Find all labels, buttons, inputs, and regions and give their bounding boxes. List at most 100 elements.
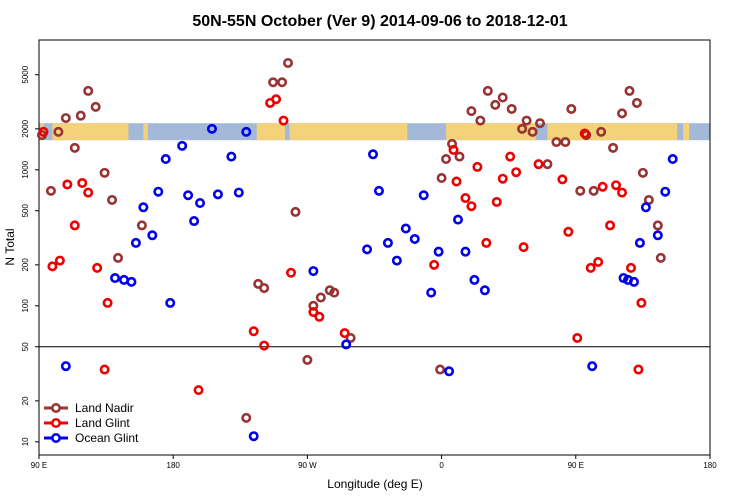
data-point — [130, 237, 141, 248]
data-point — [585, 262, 596, 273]
data-point — [533, 159, 544, 170]
data-point — [259, 340, 270, 351]
data-point — [521, 115, 532, 126]
series-land-glint — [38, 94, 647, 396]
data-point — [660, 186, 671, 197]
data-point — [153, 186, 164, 197]
data-point — [441, 154, 452, 165]
data-point — [460, 246, 471, 257]
series-ocean-glint — [60, 123, 678, 442]
data-point — [426, 287, 437, 298]
data-point — [596, 126, 607, 137]
data-point — [47, 261, 58, 272]
x-axis: 90 E 180 90 W 0 90 E 180 — [31, 455, 717, 470]
y-axis-label: N Total — [3, 228, 17, 265]
land-band-segment — [289, 123, 408, 141]
data-point — [302, 354, 313, 365]
data-point — [475, 115, 486, 126]
x-tick-label: 180 — [167, 461, 181, 470]
data-point — [429, 259, 440, 270]
data-point — [631, 97, 642, 108]
data-point — [212, 189, 223, 200]
data-point — [625, 262, 636, 273]
data-point — [617, 108, 628, 119]
data-point — [183, 190, 194, 201]
data-point — [652, 230, 663, 241]
data-point — [409, 233, 420, 244]
data-point — [454, 151, 465, 162]
data-point — [579, 128, 590, 139]
data-point — [451, 176, 462, 187]
data-point — [466, 106, 477, 117]
data-point — [373, 185, 384, 196]
data-point — [587, 361, 598, 372]
data-point — [624, 85, 635, 96]
data-point — [90, 101, 101, 112]
data-point — [339, 328, 350, 339]
data-point — [611, 180, 622, 191]
data-point — [482, 85, 493, 96]
y-tick-label: 10 — [21, 437, 30, 446]
data-point — [588, 185, 599, 196]
data-point — [110, 273, 121, 284]
data-point — [466, 201, 477, 212]
y-axis: 10 20 50 100 200 500 1000 2000 5000 — [21, 65, 39, 446]
land-band-segment — [52, 123, 129, 141]
data-point — [69, 142, 80, 153]
data-point — [83, 85, 94, 96]
data-point — [542, 159, 553, 170]
y-tick-label: 2000 — [21, 119, 30, 137]
data-point — [38, 126, 49, 137]
data-point — [271, 94, 282, 105]
data-point — [640, 202, 651, 213]
data-point — [329, 287, 340, 298]
data-point — [206, 123, 217, 134]
data-point — [285, 267, 296, 278]
data-point — [60, 361, 71, 372]
y-tick-label: 20 — [21, 396, 30, 405]
data-point — [634, 237, 645, 248]
data-point — [165, 297, 176, 308]
data-point — [45, 185, 56, 196]
legend-item: Land Nadir — [44, 401, 134, 415]
data-point — [195, 197, 206, 208]
data-point — [278, 115, 289, 126]
data-point — [435, 364, 446, 375]
legend-swatch-marker — [50, 432, 61, 443]
data-point — [597, 181, 608, 192]
data-point — [418, 190, 429, 201]
data-point — [268, 77, 279, 88]
data-point — [605, 220, 616, 231]
legend-swatch-marker — [50, 417, 61, 428]
data-point — [248, 326, 259, 337]
x-tick-label: 90 E — [568, 461, 584, 470]
data-point — [667, 154, 678, 165]
data-point — [517, 123, 528, 134]
x-tick-label: 0 — [439, 461, 444, 470]
data-points — [36, 57, 678, 442]
data-point — [436, 173, 447, 184]
data-point — [633, 364, 644, 375]
y-tick-label: 200 — [21, 258, 30, 272]
data-point — [433, 246, 444, 257]
data-point — [136, 220, 147, 231]
y-tick-label: 50 — [21, 342, 30, 351]
data-point — [107, 194, 118, 205]
data-point — [248, 431, 259, 442]
y-tick-label: 500 — [21, 204, 30, 218]
data-point — [617, 187, 628, 198]
land-band-segment — [683, 123, 690, 141]
data-point — [637, 167, 648, 178]
data-point — [557, 174, 568, 185]
chart-title: 50N-55N October (Ver 9) 2014-09-06 to 20… — [192, 13, 567, 30]
data-point — [505, 151, 516, 162]
data-point — [593, 256, 604, 267]
data-point — [83, 187, 94, 198]
data-point — [345, 332, 356, 343]
data-point — [290, 206, 301, 217]
series-land-nadir — [36, 57, 666, 423]
data-point — [60, 113, 71, 124]
data-point — [138, 202, 149, 213]
data-point — [99, 167, 110, 178]
